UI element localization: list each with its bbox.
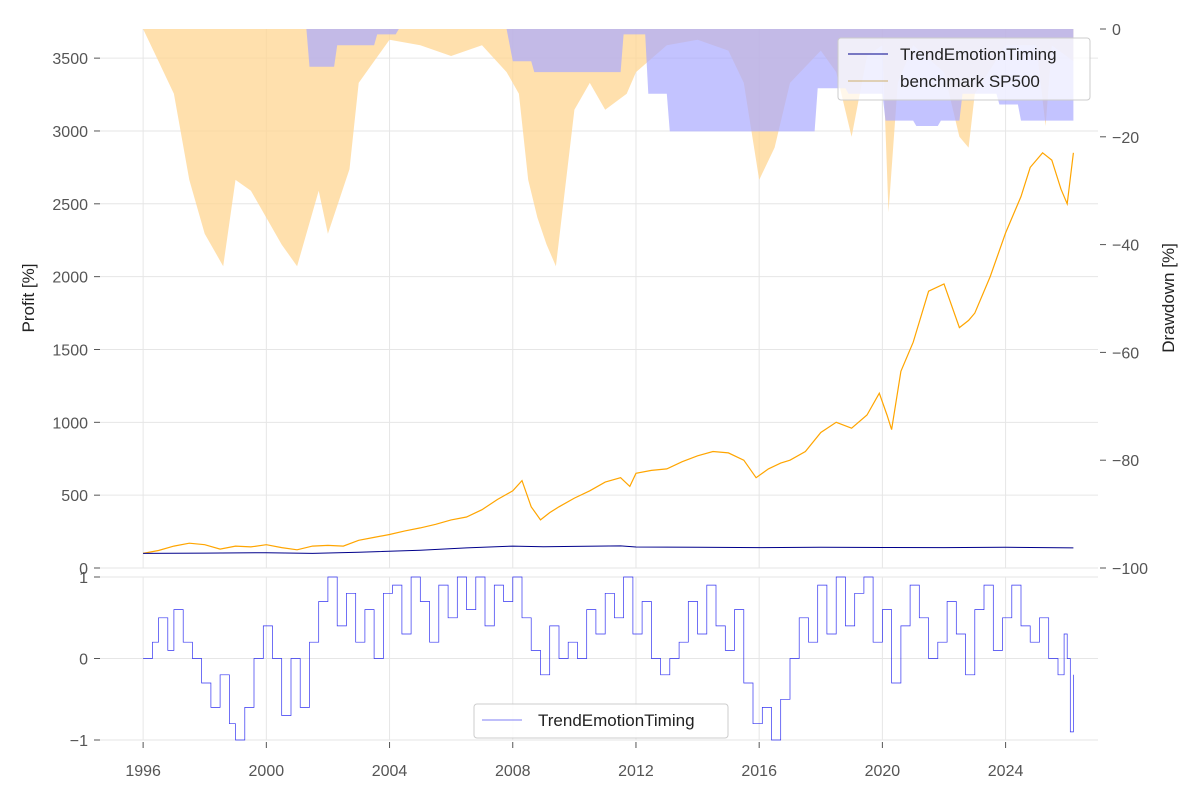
year-tick-label: 1996 [125,763,161,780]
timing-signal-polyline [143,576,1074,741]
legend-label-benchmark: benchmark SP500 [900,72,1040,91]
drawdown-tick-label: −80 [1112,453,1139,470]
signal-tick-label: 0 [79,652,88,669]
drawdown-tick-label: 0 [1112,22,1121,39]
profit-tick-label: 2500 [52,197,88,214]
signal-axis-ticks: −1 0 1 [70,570,100,750]
profit-tick-label: 2000 [52,270,88,287]
year-tick-label: 2000 [249,763,285,780]
profit-tick-label: 3500 [52,51,88,68]
bottom-legend-box [473,703,729,739]
top-legend-box [837,37,1091,101]
drawdown-tick-label: −60 [1112,345,1139,362]
benchmark-profit-line [142,151,1074,554]
year-axis-ticks: 1996 2000 2004 2008 2012 2016 2020 2024 [125,742,1023,780]
year-tick-label: 2024 [988,763,1024,780]
top-legend[interactable]: TrendEmotionTiming benchmark SP500 [837,37,1091,101]
profit-tick-label: 3000 [52,124,88,141]
profit-axis-ticks: 0 500 1000 1500 2000 2500 3000 3500 [52,51,100,578]
profit-axis-label: Profit [%] [19,264,38,333]
bottom-legend[interactable]: TrendEmotionTiming [473,703,729,739]
strategy-profit-line [143,545,1074,554]
timing-signal-line [143,576,1074,741]
signal-tick-label: −1 [70,733,88,750]
drawdown-tick-label: −20 [1112,130,1139,147]
drawdown-tick-label: −100 [1112,561,1148,578]
signal-tick-label: 1 [79,570,88,587]
year-tick-label: 2012 [618,763,654,780]
profit-tick-label: 500 [61,488,88,505]
profit-tick-label: 1500 [52,342,88,359]
drawdown-axis-ticks: 0 −20 −40 −60 −80 −100 [1100,22,1148,578]
year-tick-label: 2008 [495,763,531,780]
profit-tick-label: 0 [79,561,88,578]
year-tick-label: 2004 [372,763,408,780]
drawdown-tick-label: −40 [1112,238,1139,255]
profit-lines [142,151,1074,554]
year-tick-label: 2016 [741,763,777,780]
legend-label-strategy: TrendEmotionTiming [900,45,1057,64]
legend-label-signal: TrendEmotionTiming [538,711,695,730]
drawdown-axis-label: Drawdown [%] [1159,243,1178,353]
profit-tick-label: 1000 [52,415,88,432]
year-tick-label: 2020 [865,763,901,780]
